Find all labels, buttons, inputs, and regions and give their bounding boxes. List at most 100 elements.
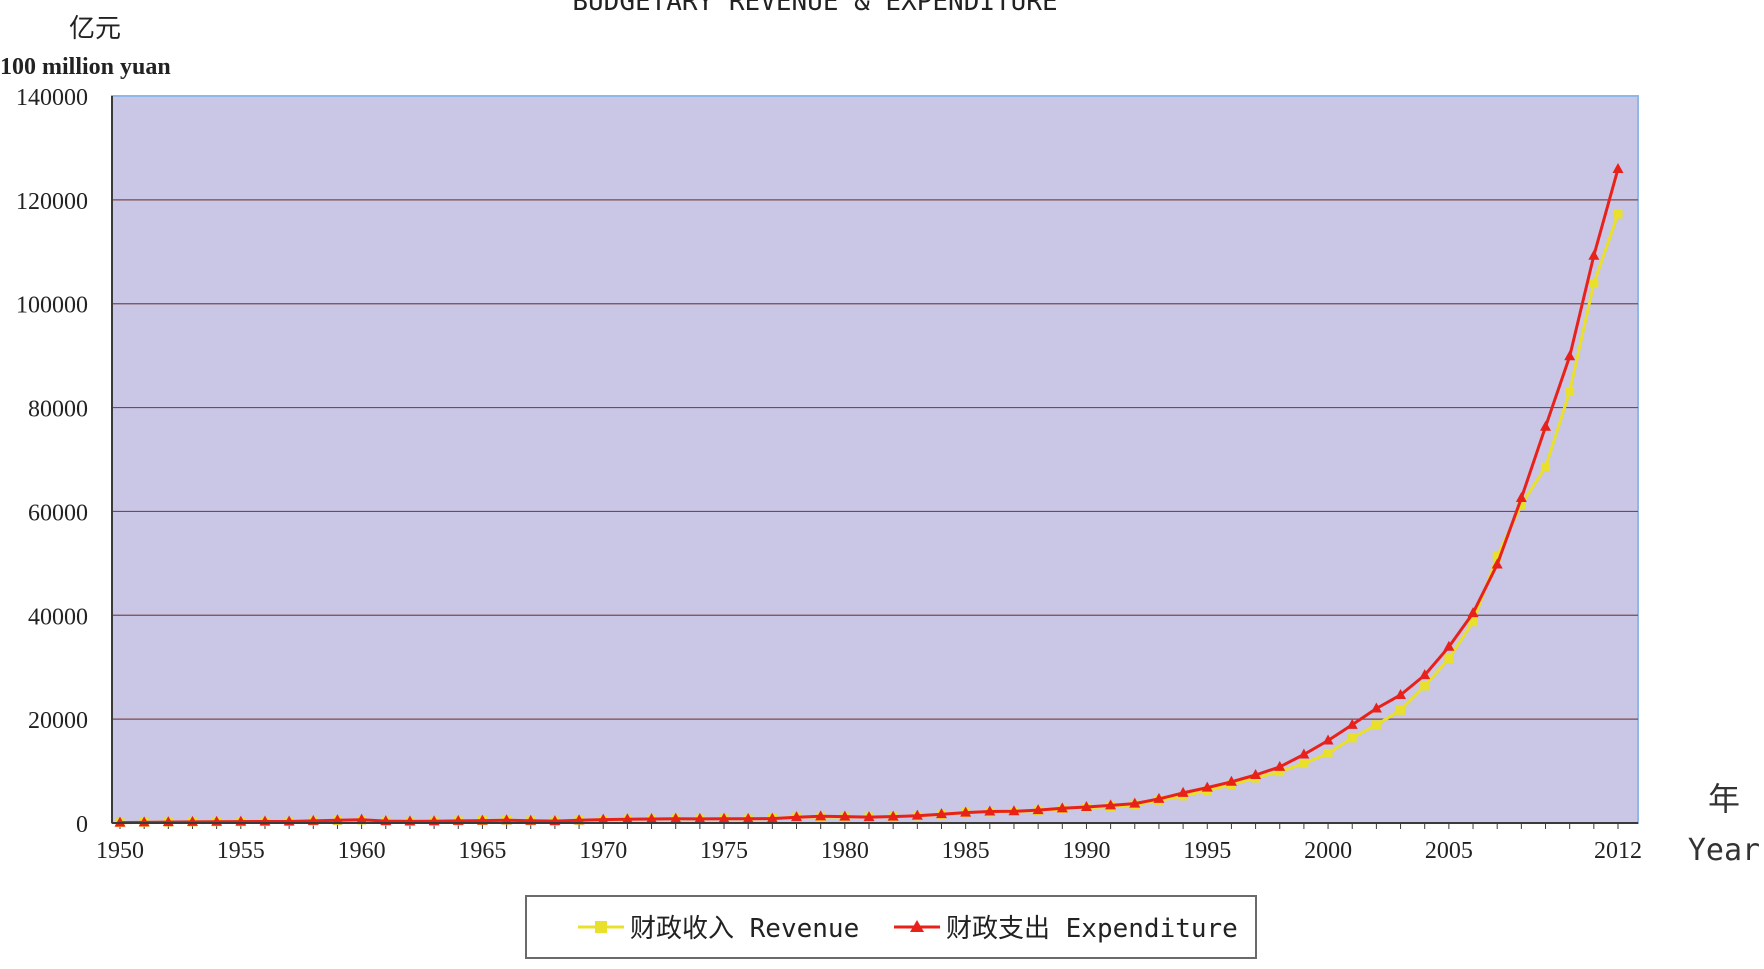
y-tick-label: 0 bbox=[76, 812, 88, 838]
data-point-expenditure bbox=[1105, 799, 1117, 810]
data-point-expenditure bbox=[1370, 702, 1382, 713]
data-point-expenditure bbox=[621, 813, 633, 824]
data-point-revenue bbox=[1444, 654, 1454, 664]
x-tick-label: 2012 bbox=[1594, 838, 1642, 864]
series-layer bbox=[114, 162, 1624, 828]
plot-area bbox=[111, 95, 1639, 824]
x-axis-label: Year bbox=[1688, 833, 1760, 868]
legend-revenue-label: 财政收入 Revenue bbox=[630, 914, 859, 944]
data-point-expenditure bbox=[1564, 350, 1576, 361]
data-point-expenditure bbox=[1515, 491, 1527, 502]
legend: 财政收入 Revenue 财政支出 Expenditure bbox=[525, 895, 1257, 959]
y-axis-label: 100 million yuan bbox=[0, 54, 171, 80]
data-point-expenditure bbox=[331, 814, 343, 825]
x-tick-label: 2000 bbox=[1304, 838, 1352, 864]
data-point-expenditure bbox=[960, 806, 972, 817]
y-tick-label: 100000 bbox=[16, 293, 88, 319]
data-point-expenditure bbox=[646, 813, 658, 824]
data-point-revenue bbox=[1347, 733, 1357, 743]
y-tick-label: 60000 bbox=[28, 500, 88, 526]
data-point-expenditure bbox=[1250, 769, 1262, 780]
data-point-expenditure bbox=[1032, 804, 1044, 815]
data-point-revenue bbox=[1565, 386, 1575, 396]
data-point-expenditure bbox=[114, 816, 126, 827]
x-tick-label: 1985 bbox=[942, 838, 990, 864]
data-point-revenue bbox=[1492, 551, 1502, 561]
data-point-expenditure bbox=[766, 812, 778, 823]
x-tick-label: 1950 bbox=[96, 838, 144, 864]
data-point-expenditure bbox=[1129, 797, 1141, 808]
y-axis-ticks: 0 20000 40000 60000 80000 100000 120000 140000 bbox=[16, 85, 88, 838]
data-point-revenue bbox=[1323, 748, 1333, 758]
y-tick-label: 40000 bbox=[28, 604, 88, 630]
data-point-expenditure bbox=[1008, 805, 1020, 816]
data-point-revenue bbox=[1613, 209, 1623, 219]
legend-expenditure-label: 财政支出 Expenditure bbox=[946, 914, 1238, 944]
data-point-expenditure bbox=[1491, 558, 1503, 569]
y-tick-label: 20000 bbox=[28, 708, 88, 734]
data-point-revenue bbox=[1516, 500, 1526, 510]
legend-box bbox=[525, 895, 1257, 959]
data-point-expenditure bbox=[356, 813, 368, 824]
y-tick-label: 80000 bbox=[28, 397, 88, 423]
data-point-revenue bbox=[1468, 617, 1478, 627]
data-point-revenue bbox=[1299, 759, 1309, 769]
series-expenditure bbox=[114, 162, 1624, 827]
data-point-expenditure bbox=[1177, 786, 1189, 797]
data-point-expenditure bbox=[1346, 718, 1358, 729]
x-tick-label: 2005 bbox=[1425, 838, 1473, 864]
x-axis-label-cn: 年 bbox=[1708, 780, 1740, 818]
x-tick-label: 1995 bbox=[1183, 838, 1231, 864]
data-point-expenditure bbox=[839, 810, 851, 821]
data-point-expenditure bbox=[501, 814, 513, 825]
chart-title: BUDGETARY REVENUE & EXPENDITURE bbox=[572, 0, 1057, 17]
data-point-expenditure bbox=[791, 811, 803, 822]
data-point-revenue bbox=[1589, 279, 1599, 289]
data-point-expenditure bbox=[694, 812, 706, 823]
data-point-expenditure bbox=[1298, 748, 1310, 759]
x-tick-label: 1965 bbox=[458, 838, 506, 864]
data-point-expenditure bbox=[1225, 775, 1237, 786]
data-point-expenditure bbox=[597, 813, 609, 824]
data-point-expenditure bbox=[1056, 802, 1068, 813]
data-point-expenditure bbox=[573, 814, 585, 825]
data-point-revenue bbox=[1275, 767, 1285, 777]
data-point-expenditure bbox=[1467, 607, 1479, 618]
x-tick-label: 1990 bbox=[1062, 838, 1110, 864]
data-point-expenditure bbox=[815, 810, 827, 821]
data-point-expenditure bbox=[1395, 688, 1407, 699]
data-point-expenditure bbox=[935, 808, 947, 819]
data-point-expenditure bbox=[1322, 734, 1334, 745]
data-point-expenditure bbox=[1540, 420, 1552, 431]
data-point-expenditure bbox=[863, 811, 875, 822]
y-tick-label: 120000 bbox=[16, 189, 88, 215]
y-axis-label-cn: 亿元 bbox=[69, 14, 121, 44]
data-point-expenditure bbox=[911, 809, 923, 820]
x-tick-label: 1975 bbox=[700, 838, 748, 864]
x-axis-ticks: 1950 1955 1960 1965 1970 1975 1980 1985 1990 1995… bbox=[96, 823, 1642, 864]
x-tick-label: 1960 bbox=[338, 838, 386, 864]
y-tick-label: 140000 bbox=[16, 85, 88, 111]
data-point-revenue bbox=[1371, 720, 1381, 730]
data-point-revenue bbox=[1396, 705, 1406, 715]
legend-revenue-marker bbox=[595, 921, 607, 933]
data-point-expenditure bbox=[742, 812, 754, 823]
x-tick-label: 1980 bbox=[821, 838, 869, 864]
x-tick-label: 1955 bbox=[217, 838, 265, 864]
data-point-expenditure bbox=[1443, 640, 1455, 651]
data-point-expenditure bbox=[1612, 162, 1624, 173]
data-point-expenditure bbox=[1588, 249, 1600, 260]
legend-expenditure-marker bbox=[910, 920, 924, 932]
data-point-expenditure bbox=[1201, 781, 1213, 792]
data-point-expenditure bbox=[1274, 760, 1286, 771]
data-point-expenditure bbox=[984, 805, 996, 816]
data-point-expenditure bbox=[670, 812, 682, 823]
data-point-expenditure bbox=[1080, 800, 1092, 811]
x-tick-label: 1970 bbox=[579, 838, 627, 864]
data-point-expenditure bbox=[887, 810, 899, 821]
data-point-expenditure bbox=[718, 812, 730, 823]
data-point-revenue bbox=[1420, 681, 1430, 691]
data-point-expenditure bbox=[1419, 669, 1431, 680]
data-point-expenditure bbox=[1153, 792, 1165, 803]
